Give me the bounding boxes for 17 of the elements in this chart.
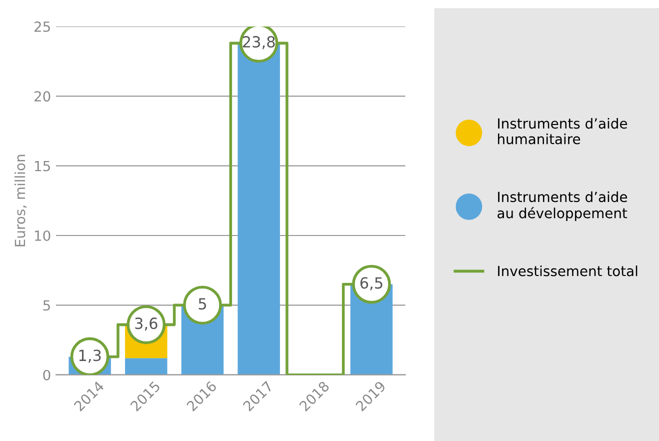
legend-label: Instruments d’aide au développement — [498, 191, 628, 222]
y-tick-label: 10 — [35, 230, 50, 241]
data-label: 5 — [198, 298, 206, 310]
data-label: 1,3 — [79, 350, 101, 363]
y-tick-label: 25 — [34, 21, 50, 32]
y-tick-label: 20 — [34, 91, 50, 102]
y-tick-label: 15 — [35, 160, 50, 172]
legend-label: Investissement total — [498, 266, 638, 276]
legend-label: Instruments d’aide humanitaire — [498, 118, 628, 144]
point — [183, 286, 222, 325]
data-label: 3,6 — [135, 318, 158, 331]
y-tick-label: 0 — [43, 370, 50, 380]
data-label: 23,8 — [242, 36, 275, 50]
y-axis-title: Euros, million — [14, 154, 27, 246]
y-tick-label: 5 — [43, 300, 50, 311]
bar — [125, 358, 168, 375]
data-label: 6,5 — [360, 277, 382, 290]
